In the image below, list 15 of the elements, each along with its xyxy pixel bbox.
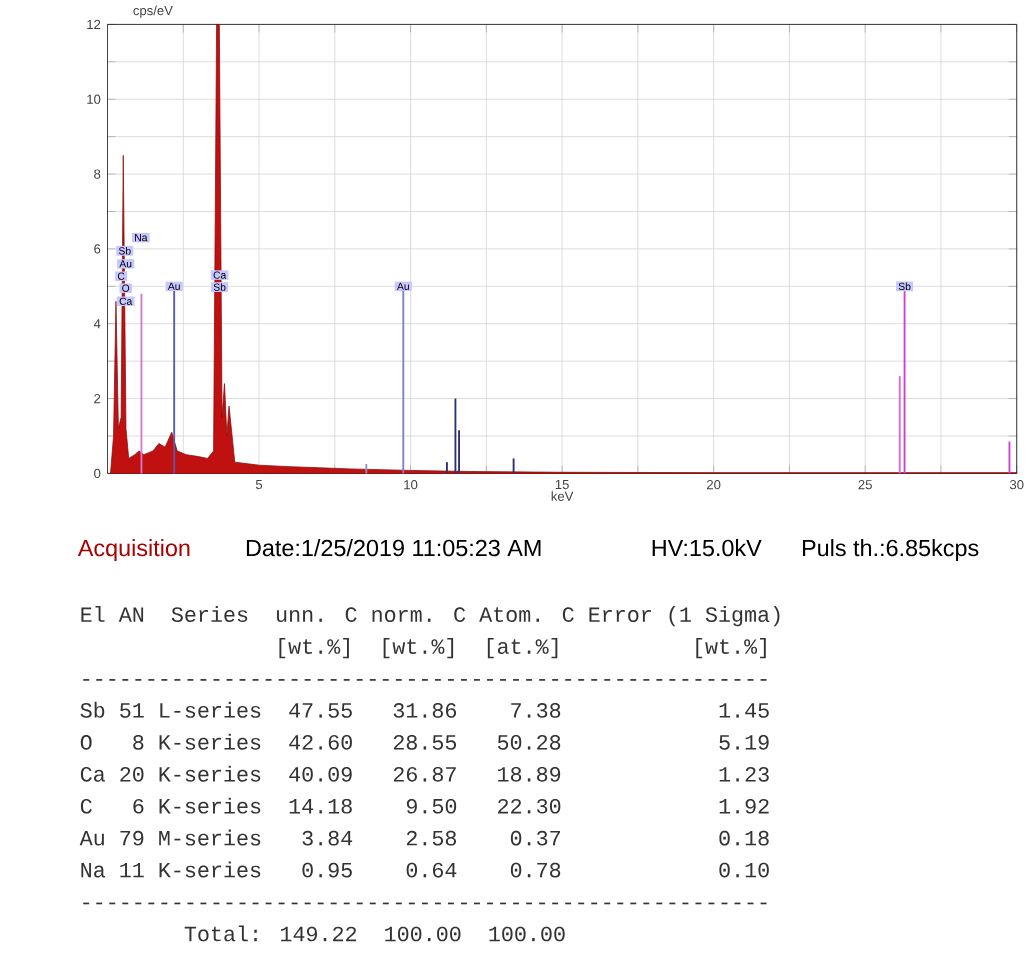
text: Total: 149.22 100.00 100.00 xyxy=(184,925,565,942)
text: Date:1/25/2019 11:05:23 AM xyxy=(246,538,541,557)
text: HV:15.0kV xyxy=(652,538,762,557)
text: [wt.%] [wt.%] [at.%] [wt.%] xyxy=(279,637,766,659)
text: Au 79 M-series 3.84 2.58 0.37 0.18 xyxy=(79,829,769,846)
text: O 8 K-series 42.60 28.55 50.28 5.19 xyxy=(80,733,769,750)
text: Puls th.:6.85kcps xyxy=(802,538,979,561)
text: Ca 20 K-series 40.09 26.87 18.89 1.23 xyxy=(80,765,769,782)
text: ----------------------------------------------------- xyxy=(83,678,767,681)
text: Sb 51 L-series 47.55 31.86 7.38 1.45 xyxy=(80,701,769,718)
text: C 6 K-series 14.18 9.50 22.30 1.92 xyxy=(80,797,769,814)
text: ----------------------------------------------------- xyxy=(83,902,767,905)
text: Na 11 K-series 0.95 0.64 0.78 0.10 xyxy=(81,861,769,878)
text: Acquisition xyxy=(77,538,190,561)
text: El AN Series unn. C norm. C Atom. C Error (1 Sigma) xyxy=(81,605,780,627)
